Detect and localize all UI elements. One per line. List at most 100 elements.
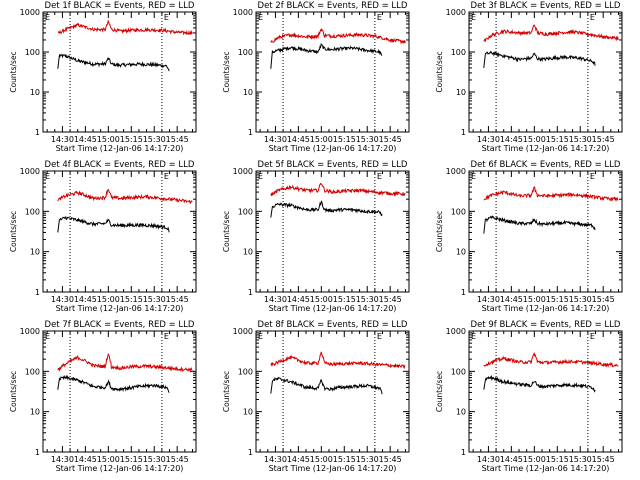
y-axis-label: Counts/sec xyxy=(9,371,18,412)
events-rate-line xyxy=(483,50,596,68)
panel-title: Det 2f BLACK = Events, RED = LLD xyxy=(258,1,408,11)
y-tick-label: 100 xyxy=(238,367,253,376)
panel-det-6: Det 6f BLACK = Events, RED = LLD 1 10 100 10… xyxy=(435,160,623,313)
x-tick-label: 15:45 xyxy=(592,295,615,304)
y-tick-label: 100 xyxy=(238,48,253,57)
event-marker-label: E xyxy=(45,172,50,181)
x-tick-label: 14:45 xyxy=(287,295,310,304)
x-tick-label: 15:15 xyxy=(120,455,143,464)
y-tick-label: 10 xyxy=(243,408,253,417)
plot-frame xyxy=(255,170,410,293)
y-tick-label: 1 xyxy=(35,448,40,457)
y-axis-label: Counts/sec xyxy=(435,371,444,412)
x-tick-label: 14:30 xyxy=(51,295,74,304)
y-tick-label: 1000 xyxy=(446,327,466,336)
panel-title: Det 6f BLACK = Events, RED = LLD xyxy=(471,160,621,170)
plot-frame xyxy=(42,330,197,453)
x-tick-label: 15:15 xyxy=(120,295,143,304)
y-axis-label: Counts/sec xyxy=(9,51,18,92)
x-axis-label: Start Time (12-Jan-06 14:17:20) xyxy=(482,464,610,473)
panel-det-5: Det 5f BLACK = Events, RED = LLD 1 10 100 10… xyxy=(222,160,410,313)
x-tick-label: 15:00 xyxy=(97,455,120,464)
y-tick-label: 1000 xyxy=(233,8,253,17)
x-tick-label: 15:30 xyxy=(569,455,592,464)
y-tick-label: 10 xyxy=(30,408,40,417)
x-tick-label: 14:45 xyxy=(500,455,523,464)
panel-title: Det 3f BLACK = Events, RED = LLD xyxy=(471,1,621,11)
panel-title: Det 4f BLACK = Events, RED = LLD xyxy=(45,160,195,170)
events-rate-line xyxy=(57,374,170,393)
y-tick-label: 100 xyxy=(25,48,40,57)
panel-title: Det 5f BLACK = Events, RED = LLD xyxy=(258,160,408,170)
x-tick-label: 14:45 xyxy=(74,455,97,464)
x-tick-label: 15:00 xyxy=(97,295,120,304)
lld-rate-line xyxy=(270,182,406,197)
x-tick-label: 15:45 xyxy=(592,135,615,144)
y-tick-label: 10 xyxy=(30,88,40,97)
plot-frame xyxy=(42,170,197,293)
x-tick-label: 15:15 xyxy=(333,295,356,304)
x-tick-label: 15:45 xyxy=(166,455,189,464)
event-marker-label: E xyxy=(377,172,382,181)
x-tick-label: 15:30 xyxy=(143,295,166,304)
x-tick-label: 15:45 xyxy=(166,135,189,144)
event-marker-label: E xyxy=(258,13,263,22)
event-marker-label: E xyxy=(377,13,382,22)
y-axis-label: Counts/sec xyxy=(222,51,231,92)
panel-det-8: Det 8f BLACK = Events, RED = LLD 1 10 100 10… xyxy=(222,320,410,473)
y-tick-label: 1 xyxy=(248,128,253,137)
y-axis-label: Counts/sec xyxy=(9,211,18,252)
x-tick-label: 15:45 xyxy=(379,455,402,464)
y-axis-label: Counts/sec xyxy=(222,211,231,252)
lld-rate-line xyxy=(57,352,193,373)
x-axis-label: Start Time (12-Jan-06 14:17:20) xyxy=(56,144,184,153)
x-tick-label: 15:30 xyxy=(356,455,379,464)
lld-rate-line xyxy=(57,188,193,204)
x-axis-label: Start Time (12-Jan-06 14:17:20) xyxy=(56,464,184,473)
x-tick-label: 14:30 xyxy=(477,135,500,144)
x-axis-label: Start Time (12-Jan-06 14:17:20) xyxy=(269,144,397,153)
x-axis-label: Start Time (12-Jan-06 14:17:20) xyxy=(482,304,610,313)
y-tick-label: 1000 xyxy=(20,327,40,336)
y-tick-label: 1000 xyxy=(446,167,466,176)
x-tick-label: 14:45 xyxy=(74,295,97,304)
y-tick-label: 100 xyxy=(238,207,253,216)
x-tick-label: 14:45 xyxy=(500,295,523,304)
event-marker-label: E xyxy=(258,172,263,181)
x-tick-label: 14:30 xyxy=(477,455,500,464)
y-tick-label: 1000 xyxy=(233,167,253,176)
x-axis-label: Start Time (12-Jan-06 14:17:20) xyxy=(56,304,184,313)
lld-rate-line xyxy=(483,24,619,43)
plot-frame xyxy=(255,330,410,453)
y-tick-label: 100 xyxy=(25,367,40,376)
x-tick-label: 15:00 xyxy=(523,295,546,304)
y-tick-label: 100 xyxy=(451,367,466,376)
x-tick-label: 15:30 xyxy=(569,135,592,144)
panel-title: Det 7f BLACK = Events, RED = LLD xyxy=(45,320,195,330)
x-tick-label: 15:00 xyxy=(97,135,120,144)
x-tick-label: 15:15 xyxy=(120,135,143,144)
panel-det-7: Det 7f BLACK = Events, RED = LLD 1 10 100 10… xyxy=(9,320,197,473)
y-tick-label: 1 xyxy=(461,128,466,137)
x-tick-label: 15:00 xyxy=(310,455,333,464)
panel-title: Det 8f BLACK = Events, RED = LLD xyxy=(258,320,408,330)
x-tick-label: 15:30 xyxy=(356,295,379,304)
panel-title: Det 9f BLACK = Events, RED = LLD xyxy=(471,320,621,330)
x-axis-label: Start Time (12-Jan-06 14:17:20) xyxy=(482,144,610,153)
plot-frame xyxy=(468,170,623,293)
lld-rate-line xyxy=(483,185,619,203)
y-tick-label: 1 xyxy=(35,128,40,137)
event-marker-label: E xyxy=(471,332,476,341)
panel-det-2: Det 2f BLACK = Events, RED = LLD 1 10 100 10… xyxy=(222,1,410,153)
x-tick-label: 15:00 xyxy=(523,135,546,144)
y-tick-label: 10 xyxy=(456,248,466,257)
events-rate-line xyxy=(57,215,170,233)
y-tick-label: 10 xyxy=(456,88,466,97)
x-tick-label: 14:45 xyxy=(287,455,310,464)
plot-frame xyxy=(255,11,410,133)
x-tick-label: 15:45 xyxy=(379,295,402,304)
event-marker-label: E xyxy=(45,13,50,22)
x-tick-label: 15:00 xyxy=(523,455,546,464)
